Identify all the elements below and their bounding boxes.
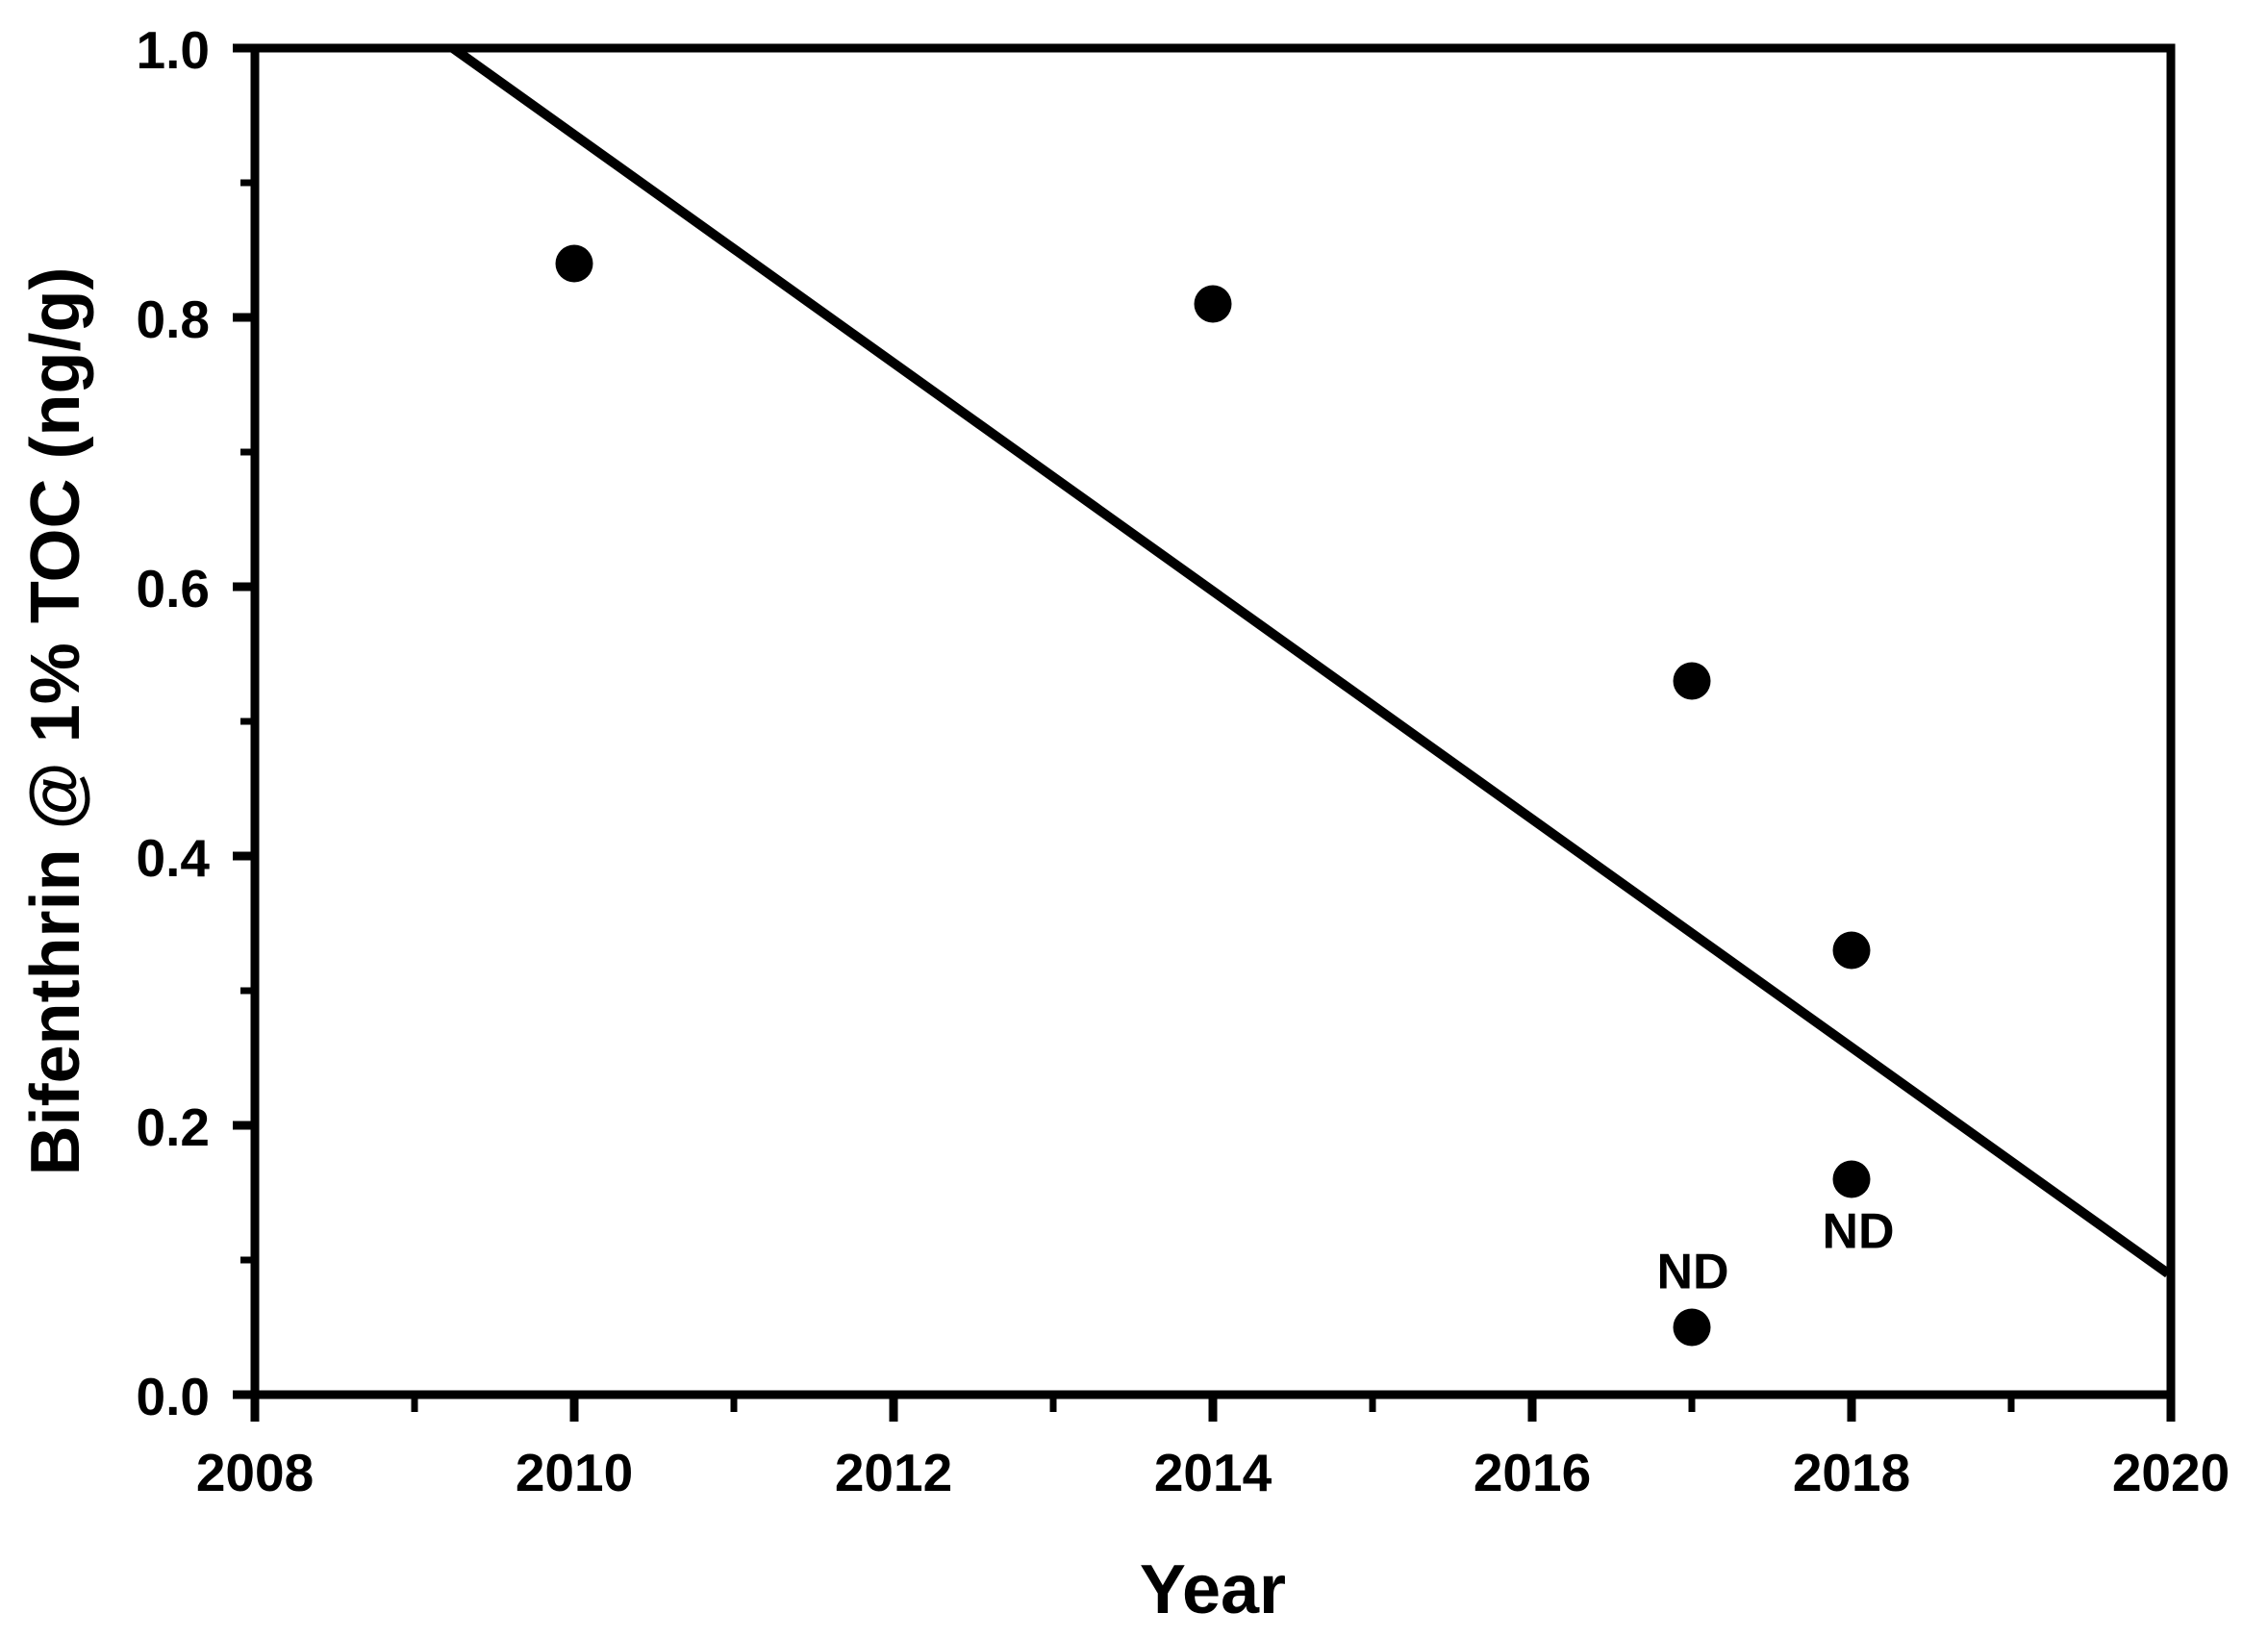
svg-text:2018: 2018: [1793, 1443, 1910, 1502]
svg-text:ND: ND: [1656, 1245, 1728, 1300]
y-axis-title: Bifenthrin @ 1% TOC (ng/g): [17, 267, 94, 1176]
svg-text:2014: 2014: [1154, 1443, 1273, 1502]
y-tick-labels: 0.0 0.2 0.4 0.6 0.8 1.0: [137, 20, 211, 1426]
svg-text:2010: 2010: [516, 1443, 633, 1502]
plot-frame: [250, 43, 2176, 1399]
x-tick-labels: 2008 2010 2012 2014 2016 2018 2020: [196, 1443, 2230, 1502]
svg-text:0.0: 0.0: [137, 1367, 210, 1426]
svg-text:2012: 2012: [835, 1443, 952, 1502]
data-points: [555, 244, 1871, 1347]
svg-text:2008: 2008: [196, 1443, 314, 1502]
svg-text:2020: 2020: [2112, 1443, 2230, 1502]
svg-text:ND: ND: [1822, 1204, 1894, 1260]
svg-text:0.2: 0.2: [137, 1097, 210, 1157]
trend-line: [449, 43, 2171, 1278]
svg-text:1.0: 1.0: [137, 20, 210, 80]
nd-labels: ND ND: [1656, 1204, 1894, 1300]
svg-text:2016: 2016: [1474, 1443, 1591, 1502]
svg-text:0.4: 0.4: [137, 828, 211, 888]
svg-text:0.6: 0.6: [137, 559, 210, 618]
x-axis-ticks: [250, 1395, 2176, 1422]
y-axis-ticks: [233, 43, 255, 1399]
x-axis-title: Year: [1140, 1551, 1286, 1628]
svg-text:0.8: 0.8: [137, 290, 210, 349]
